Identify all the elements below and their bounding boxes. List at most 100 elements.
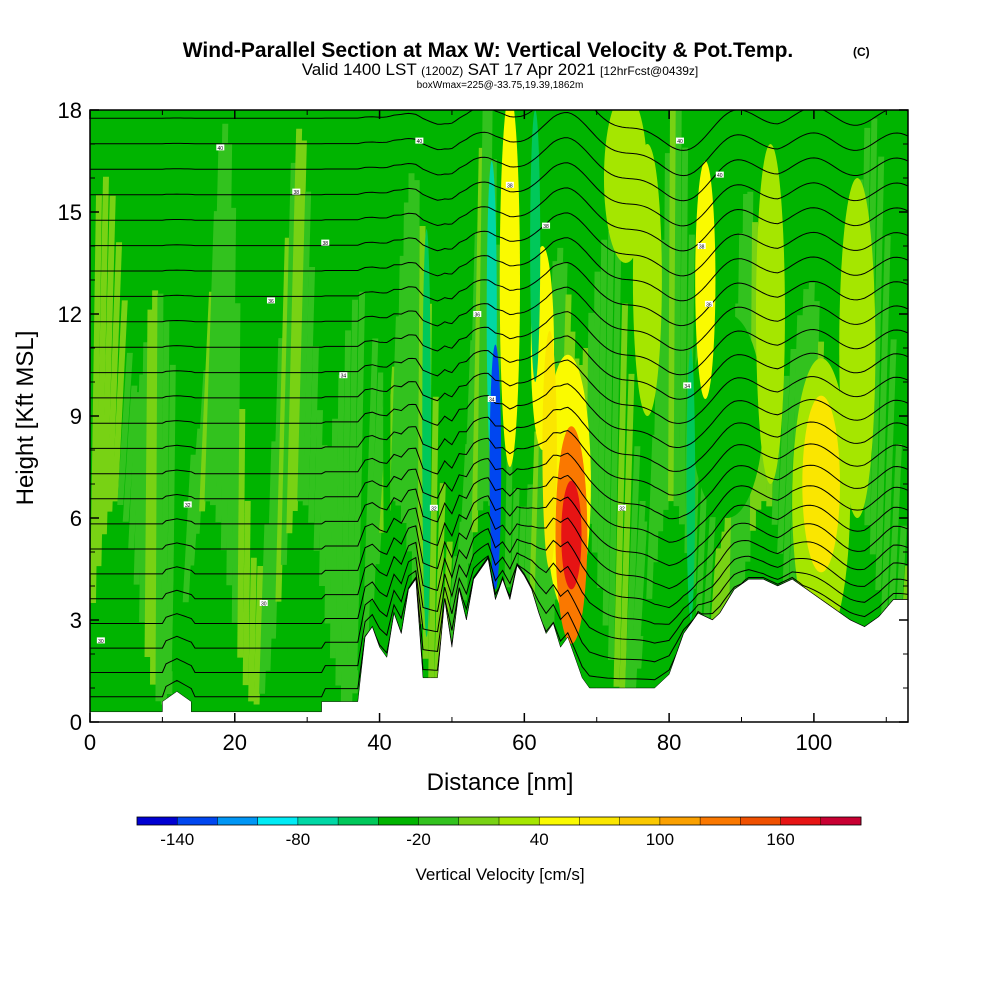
title-mark: (C): [853, 45, 870, 59]
y-tick-label: 18: [58, 98, 82, 123]
isentrope-line: [90, 359, 908, 424]
velocity-stripe: [155, 293, 164, 702]
y-axis-label: Height [Kft MSL]: [12, 331, 39, 506]
isentrope-label: 38: [321, 239, 330, 247]
velocity-stripe: [90, 195, 102, 603]
velocity-feature: [695, 161, 716, 399]
y-tick-label: 0: [70, 710, 82, 735]
isentrope-label: 40: [216, 144, 225, 152]
velocity-stripe: [226, 207, 237, 586]
isentrope-line: [90, 528, 908, 609]
colorbar-swatch: [338, 817, 379, 825]
svg-text:34: 34: [489, 398, 495, 404]
isentrope-label: 32: [618, 504, 627, 512]
svg-text:40: 40: [218, 146, 224, 152]
velocity-feature: [755, 144, 785, 484]
isentrope-label: 40: [675, 137, 684, 145]
colorbar-swatch: [418, 817, 460, 825]
velocity-stripe: [782, 348, 797, 590]
y-tick-label: 3: [70, 608, 82, 633]
svg-text:36: 36: [268, 299, 274, 305]
colorbar-swatch: [619, 817, 661, 825]
isentrope-line: [90, 383, 908, 449]
velocity-feature: [499, 110, 520, 467]
velocity-stripe: [286, 128, 303, 534]
chart-subtitle: Valid 1400 LST (1200Z) SAT 17 Apr 2021 […: [302, 60, 699, 79]
isentrope-line: [90, 542, 908, 625]
isentrope-line: [90, 429, 908, 496]
velocity-stripe: [280, 162, 297, 565]
velocity-stripe: [329, 418, 339, 659]
svg-text:38: 38: [699, 245, 705, 251]
x-axis-ticks: 0 20 40 60 80 100: [84, 110, 887, 755]
x-tick-label: 20: [223, 730, 247, 755]
velocity-stripe: [668, 110, 676, 502]
isentrope-label: 36: [473, 311, 482, 319]
velocity-feature: [530, 110, 541, 382]
velocity-stripe: [869, 156, 885, 555]
colorbar-swatch: [378, 817, 419, 825]
isentrope-label: 38: [505, 181, 514, 189]
y-tick-label: 12: [58, 302, 82, 327]
colorbar: -140 -80 -20 40 100 160: [136, 816, 862, 849]
velocity-feature: [542, 331, 557, 569]
velocity-stripe: [618, 373, 635, 703]
isentrope-line: [90, 111, 908, 177]
svg-text:30: 30: [261, 602, 267, 608]
isentrope-label: 30: [259, 600, 268, 608]
isentrope-line: [90, 511, 908, 590]
colorbar-swatch: [297, 817, 339, 825]
svg-text:36: 36: [475, 313, 481, 319]
velocity-stripe: [313, 410, 323, 551]
velocity-stripe: [95, 176, 109, 567]
svg-text:30: 30: [98, 639, 104, 645]
chart-subtitle-2: boxWmax=225@-33.75,19.39,1862m: [417, 80, 584, 91]
velocity-feature: [422, 229, 431, 637]
colorbar-tick-label: -80: [286, 830, 311, 849]
velocity-stripe: [597, 239, 608, 589]
velocity-stripe: [106, 242, 123, 512]
isentrope-line: [90, 452, 908, 520]
velocity-stripe: [171, 412, 183, 672]
velocity-stripe: [411, 180, 420, 587]
terrain-mask: [90, 558, 908, 722]
isentrope-line: [90, 335, 908, 400]
velocity-stripe: [248, 557, 257, 702]
velocity-stripe: [777, 375, 790, 554]
isentrope-label: 32: [183, 501, 192, 509]
isentrope-line: [90, 474, 908, 543]
isentrope-line: [90, 555, 908, 673]
colorbar-swatch: [579, 817, 620, 825]
svg-text:38: 38: [294, 190, 300, 196]
velocity-stripe: [242, 500, 251, 686]
isentrope-label: 40: [415, 137, 424, 145]
velocity-stripe: [291, 140, 307, 512]
velocity-stripe: [259, 523, 271, 694]
velocity-stripe: [122, 385, 138, 522]
isentrope-label: 34: [339, 372, 348, 380]
velocity-stripe: [602, 230, 615, 626]
plot-area: 30 32 30 36 38 40 38 34 40 32 36 34 38 38 32 40 34 38 36 40: [90, 110, 908, 722]
velocity-stripe: [297, 191, 312, 502]
isentrope-label: 38: [542, 222, 551, 230]
velocity-stripe: [166, 364, 176, 695]
velocity-stripe: [428, 396, 439, 686]
colorbar-label: Vertical Velocity [cm/s]: [415, 865, 584, 884]
velocity-stripe: [678, 147, 689, 525]
velocity-stripe: [100, 195, 116, 535]
colorbar-swatch: [740, 817, 781, 825]
svg-text:34: 34: [341, 374, 347, 380]
colorbar-tick-label: 160: [766, 830, 794, 849]
x-axis-label: Distance [nm]: [427, 769, 574, 796]
velocity-stripe: [880, 339, 897, 628]
colorbar-tick-label: 40: [530, 830, 549, 849]
y-tick-label: 9: [70, 404, 82, 429]
velocity-stripe: [357, 307, 372, 671]
velocity-stripe: [215, 123, 229, 523]
velocity-stripe: [608, 252, 622, 660]
colorbar-swatch: [499, 817, 540, 825]
isentrope-label: 38: [292, 188, 301, 196]
svg-text:40: 40: [717, 173, 723, 179]
velocity-stripe: [346, 299, 359, 705]
velocity-stripe: [335, 374, 345, 686]
